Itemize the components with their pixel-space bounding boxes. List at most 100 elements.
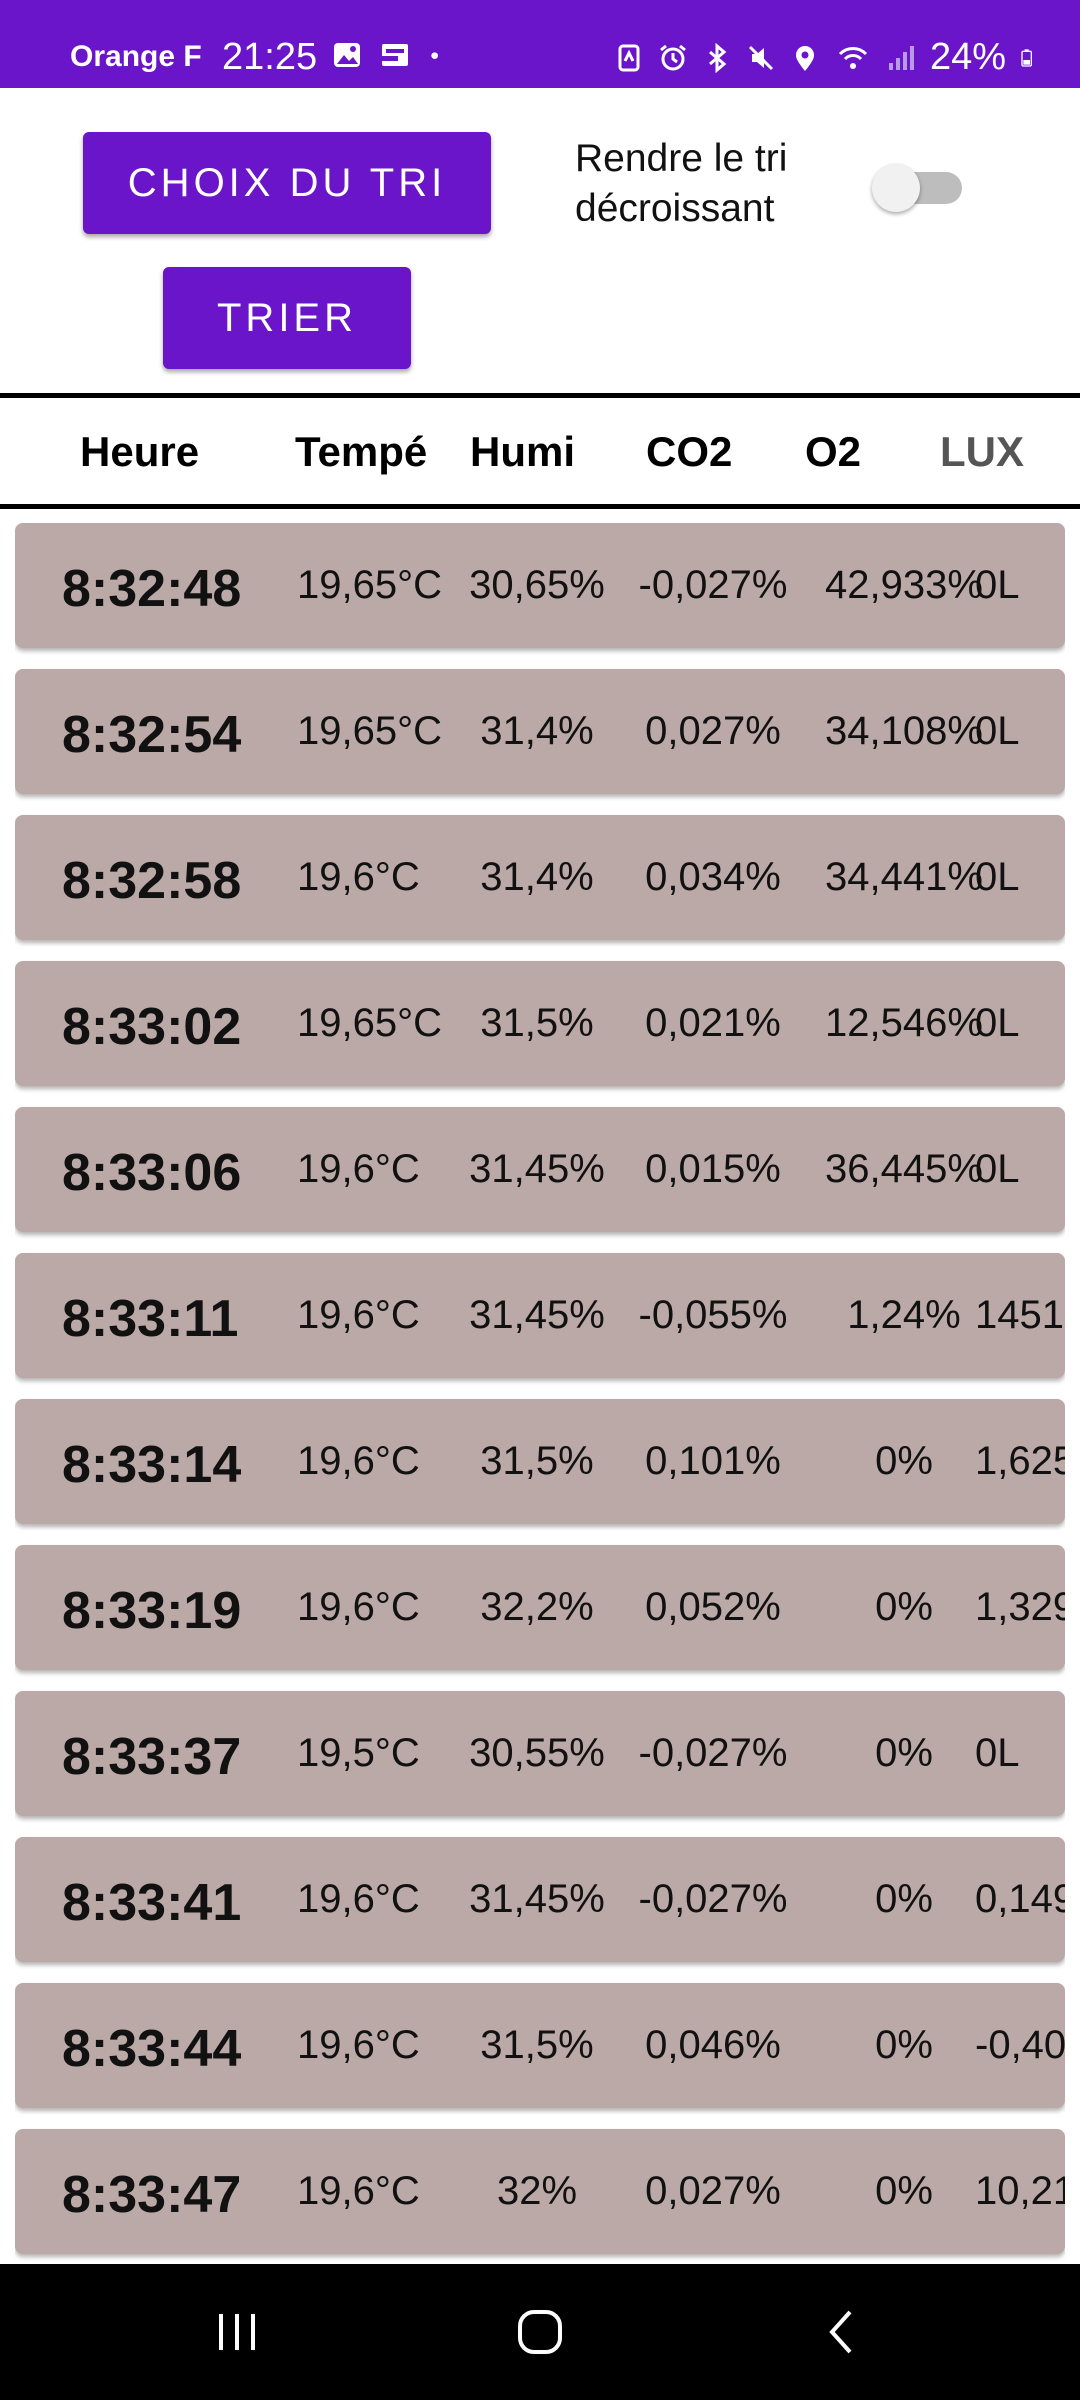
cell-o2: 0% [875,1731,933,1775]
cell-humidity: 31,45% [469,1147,605,1191]
cell-humidity: 31,4% [480,855,594,899]
cell-co2: 0,034% [645,855,781,899]
table-row[interactable]: 8:33:41 19,6°C 31,45% -0,027% 0% 0,149 [15,1837,1065,1962]
cell-lux: 0L [975,563,1020,607]
back-icon[interactable] [812,2302,872,2362]
navigation-bar [0,2264,1080,2400]
cell-temperature: 19,65°C [297,709,442,753]
table-row[interactable]: 8:33:47 19,6°C 32% 0,027% 0% 10,21 [15,2129,1065,2254]
cell-o2: 34,108% [825,709,983,753]
table-row[interactable]: 8:32:54 19,65°C 31,4% 0,027% 34,108% 0L [15,669,1065,794]
cell-humidity: 31,5% [480,1439,594,1483]
cell-temperature: 19,6°C [297,2023,420,2067]
battery-icon [1021,48,1032,67]
header-divider-bottom [0,504,1080,509]
cell-lux: 0L [975,1731,1020,1775]
image-icon [334,43,360,67]
cell-temperature: 19,5°C [297,1731,420,1775]
battery-percentage: 24% [929,36,1006,78]
choose-sort-button[interactable]: CHOIX DU TRI [83,132,491,234]
cell-lux: 1451 [975,1293,1064,1337]
cell-time: 8:33:19 [62,1582,242,1640]
cell-o2: 12,546% [825,1001,983,1045]
cell-co2: 0,046% [645,2023,781,2067]
cell-co2: -0,027% [638,1877,788,1921]
cell-lux: 0L [975,855,1020,899]
cell-o2: 0% [875,1877,933,1921]
cell-co2: 0,015% [645,1147,781,1191]
cell-lux: 1,625 [975,1439,1065,1483]
cell-humidity: 32% [496,2169,578,2213]
cell-temperature: 19,6°C [297,1585,420,1629]
cell-o2: 0% [875,1585,933,1629]
mute-icon [748,45,773,70]
location-icon [795,45,814,71]
cell-o2: 42,933% [825,563,983,607]
table-row[interactable]: 8:33:02 19,65°C 31,5% 0,021% 12,546% 0L [15,961,1065,1086]
home-icon[interactable] [510,2302,570,2362]
table-row[interactable]: 8:32:48 19,65°C 30,65% -0,027% 42,933% 0… [15,523,1065,648]
cell-time: 8:32:54 [62,706,242,764]
cell-lux: 1,329 [975,1585,1065,1629]
cell-temperature: 19,6°C [297,1877,420,1921]
cell-humidity: 30,55% [469,1731,605,1775]
cell-humidity: 31,4% [480,709,594,753]
clock: 21:25 [222,36,318,78]
screencast-icon [382,44,408,66]
column-header-temperature: Tempé [295,428,428,475]
table-row[interactable]: 8:32:58 19,6°C 31,4% 0,034% 34,441% 0L [15,815,1065,940]
column-header-co2: CO2 [646,428,733,475]
table-row[interactable]: 8:33:14 19,6°C 31,5% 0,101% 0% 1,625 [15,1399,1065,1524]
cell-temperature: 19,6°C [297,1147,420,1191]
alarm-icon [660,44,686,70]
cell-co2: -0,027% [638,563,788,607]
cell-temperature: 19,6°C [297,1439,420,1483]
table-row[interactable]: 8:33:19 19,6°C 32,2% 0,052% 0% 1,329 [15,1545,1065,1670]
status-bar: Orange F 21:25 [0,0,1080,88]
nfc-icon [618,44,640,71]
data-list[interactable]: 8:32:48 19,65°C 30,65% -0,027% 42,933% 0… [15,523,1065,2263]
recents-icon[interactable] [207,2302,267,2362]
dot-icon [431,52,438,59]
cell-lux: 0,149 [975,1877,1065,1921]
cell-co2: 0,052% [645,1585,781,1629]
cell-temperature: 19,65°C [297,1001,442,1045]
header-divider-top [0,393,1080,398]
table-row[interactable]: 8:33:44 19,6°C 31,5% 0,046% 0% -0,40 [15,1983,1065,2108]
cell-humidity: 31,45% [469,1293,605,1337]
carrier-name: Orange F [70,40,202,73]
sort-button[interactable]: TRIER [163,267,411,369]
cell-time: 8:32:48 [62,560,242,618]
cell-o2: 1,24% [847,1293,961,1337]
cell-temperature: 19,65°C [297,563,442,607]
cell-o2: 0% [875,2169,933,2213]
cell-humidity: 31,45% [469,1877,605,1921]
cell-time: 8:32:58 [62,852,242,910]
cell-o2: 36,445% [825,1147,983,1191]
cell-co2: -0,027% [638,1731,788,1775]
cell-time: 8:33:47 [62,2166,242,2224]
cell-lux: 10,21 [975,2169,1065,2213]
cell-time: 8:33:02 [62,998,242,1056]
signal-icon [888,45,914,70]
cell-time: 8:33:14 [62,1436,242,1494]
table-row[interactable]: 8:33:37 19,5°C 30,55% -0,027% 0% 0L [15,1691,1065,1816]
cell-lux: 0L [975,1001,1020,1045]
cell-time: 8:33:11 [62,1290,239,1348]
table-row[interactable]: 8:33:06 19,6°C 31,45% 0,015% 36,445% 0L [15,1107,1065,1232]
cell-time: 8:33:06 [62,1144,242,1202]
table-row[interactable]: 8:33:11 19,6°C 31,45% -0,055% 1,24% 1451 [15,1253,1065,1378]
descending-sort-toggle[interactable] [872,160,968,212]
cell-co2: 0,021% [645,1001,781,1045]
cell-time: 8:33:44 [62,2020,242,2078]
toggle-thumb [872,164,920,212]
cell-temperature: 19,6°C [297,855,420,899]
cell-co2: 0,101% [645,1439,781,1483]
bluetooth-icon [708,42,727,73]
cell-time: 8:33:37 [62,1728,242,1786]
column-header-humidity: Humi [470,428,575,475]
descending-sort-label: Rendre le tri décroissant [575,137,788,230]
cell-o2: 0% [875,2023,933,2067]
cell-temperature: 19,6°C [297,1293,420,1337]
cell-o2: 0% [875,1439,933,1483]
